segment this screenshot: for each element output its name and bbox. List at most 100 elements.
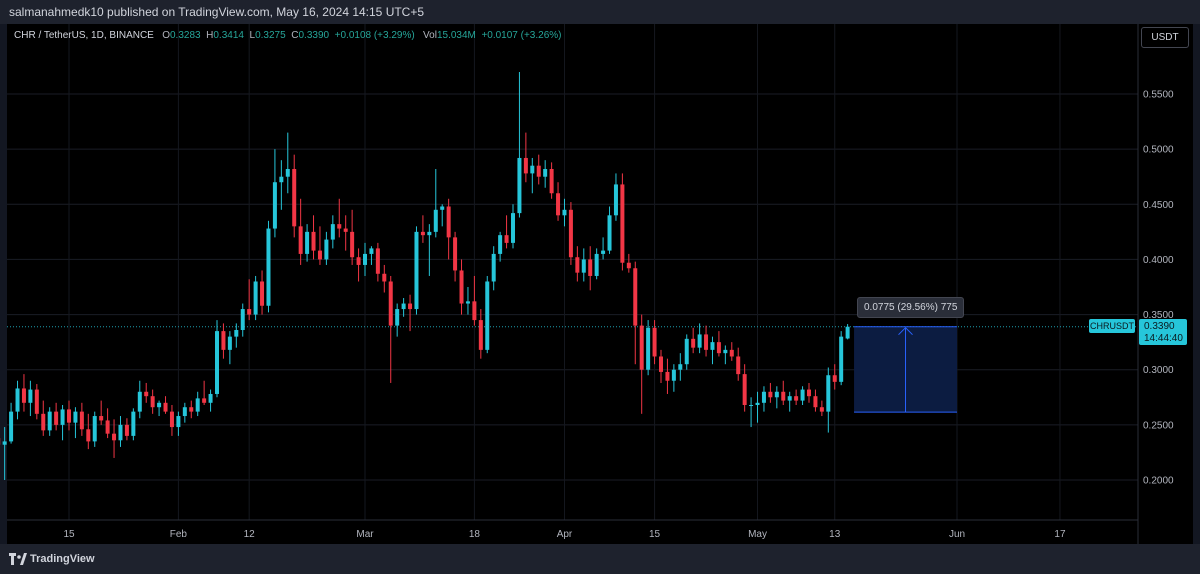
x-tick-label: 18 [469, 529, 481, 540]
candle-body [691, 338, 696, 348]
candle-body [118, 424, 123, 441]
y-tick-label: 0.2000 [1143, 476, 1174, 487]
x-tick-label: Mar [356, 529, 374, 540]
candle-body [195, 398, 200, 412]
candle-body [47, 411, 52, 431]
candle-body [330, 224, 335, 240]
currency-button[interactable]: USDT [1141, 27, 1189, 48]
candle-body [433, 209, 438, 232]
candle-body [697, 334, 702, 348]
candle-body [215, 331, 219, 394]
candle-body [202, 398, 207, 403]
candle-body [716, 342, 721, 354]
candle-body [556, 193, 561, 216]
last-price-label: 0.3390 14:44:40 [1139, 319, 1187, 345]
ohlc-legend: CHR / TetherUS, 1D, BINANCE O0.3283 H0.3… [14, 30, 562, 41]
candle-body [157, 402, 162, 408]
candle-body [131, 411, 136, 436]
candle-body [832, 375, 837, 382]
candle-body [787, 396, 792, 401]
published-line: salmanahmedk10 published on TradingView.… [9, 5, 425, 19]
candle-body [659, 356, 663, 372]
footer-bar [0, 544, 1200, 574]
candle-body [819, 407, 824, 412]
candle-body [839, 336, 844, 382]
chart-area[interactable] [7, 24, 1193, 544]
candle-body [485, 281, 490, 350]
legend-volume: 15.034M [436, 30, 476, 41]
candle-body [639, 325, 644, 370]
candle-body [459, 270, 464, 304]
candle-body [324, 239, 329, 260]
y-tick-label: 0.4000 [1143, 255, 1174, 266]
candle-body [736, 356, 741, 375]
candle-body [453, 237, 458, 271]
candle-body [28, 389, 33, 403]
candle-body [511, 213, 515, 243]
candle-body [523, 157, 528, 174]
candle-body [633, 268, 638, 326]
x-tick-label: 13 [829, 529, 841, 540]
candle-body [169, 411, 174, 428]
candle-body [112, 433, 117, 441]
candle-body [478, 320, 483, 350]
candle-body [652, 327, 657, 357]
measure-arrow-head [898, 326, 913, 336]
candle-body [317, 250, 322, 260]
candle-body [356, 257, 361, 265]
candle-body [684, 338, 689, 365]
x-tick-label: May [748, 529, 767, 540]
candle-body [420, 231, 425, 236]
candle-body [298, 226, 303, 254]
candle-body [67, 409, 71, 423]
candle-body [465, 301, 470, 304]
candle-body [150, 396, 155, 408]
legend-high: 0.3414 [213, 30, 244, 41]
candle-body [369, 248, 374, 254]
candle-body [575, 257, 580, 273]
candle-body [285, 168, 290, 177]
candle-body [800, 389, 805, 401]
candle-body [144, 391, 149, 397]
symbol-price-label: CHRUSDT [1089, 319, 1135, 333]
candle-body [807, 389, 811, 397]
candle-body [536, 165, 541, 177]
candle-body [498, 235, 503, 254]
y-tick-label: 0.5500 [1143, 90, 1174, 101]
header-bar: salmanahmedk10 published on TradingView.… [0, 0, 1200, 24]
tradingview-brand: TradingView [30, 553, 95, 565]
candle-body [350, 231, 355, 258]
candle-body [723, 349, 728, 354]
candle-body [517, 157, 522, 214]
candle-body [704, 334, 709, 350]
candle-body [742, 374, 747, 406]
legend-volume-label: Vol [423, 30, 437, 41]
candle-body [665, 371, 670, 381]
candle-body [208, 393, 213, 403]
candle-body [749, 405, 754, 407]
candle-body [530, 165, 535, 174]
x-tick-label: Apr [557, 529, 573, 540]
candle-body [491, 253, 496, 282]
legend-symbol[interactable]: CHR / TetherUS, 1D, BINANCE [14, 30, 154, 41]
x-tick-label: 12 [244, 529, 256, 540]
x-tick-label: 17 [1054, 529, 1066, 540]
candle-body [781, 391, 786, 401]
candle-body [34, 389, 39, 414]
candle-body [388, 281, 393, 326]
candle-body [247, 309, 252, 315]
x-tick-label: Jun [949, 529, 965, 540]
candle-body [768, 391, 773, 398]
candle-body [253, 281, 258, 315]
candle-body [401, 303, 406, 310]
candle-body [613, 184, 618, 216]
candle-body [382, 273, 387, 282]
candle-body [601, 250, 606, 254]
candle-body [755, 402, 760, 406]
candle-body [105, 420, 110, 434]
legend-close-label: C [291, 30, 299, 41]
candle-body [337, 224, 342, 229]
candle-body [626, 262, 631, 269]
candle-body [794, 396, 799, 401]
